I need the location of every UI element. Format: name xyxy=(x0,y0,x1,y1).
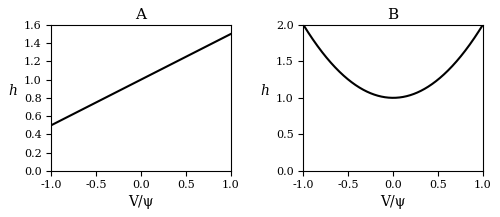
X-axis label: V/ψ: V/ψ xyxy=(128,195,154,209)
Y-axis label: h: h xyxy=(8,84,17,98)
X-axis label: V/ψ: V/ψ xyxy=(380,195,406,209)
Y-axis label: h: h xyxy=(260,84,270,98)
Title: B: B xyxy=(388,8,398,22)
Title: A: A xyxy=(136,8,146,22)
